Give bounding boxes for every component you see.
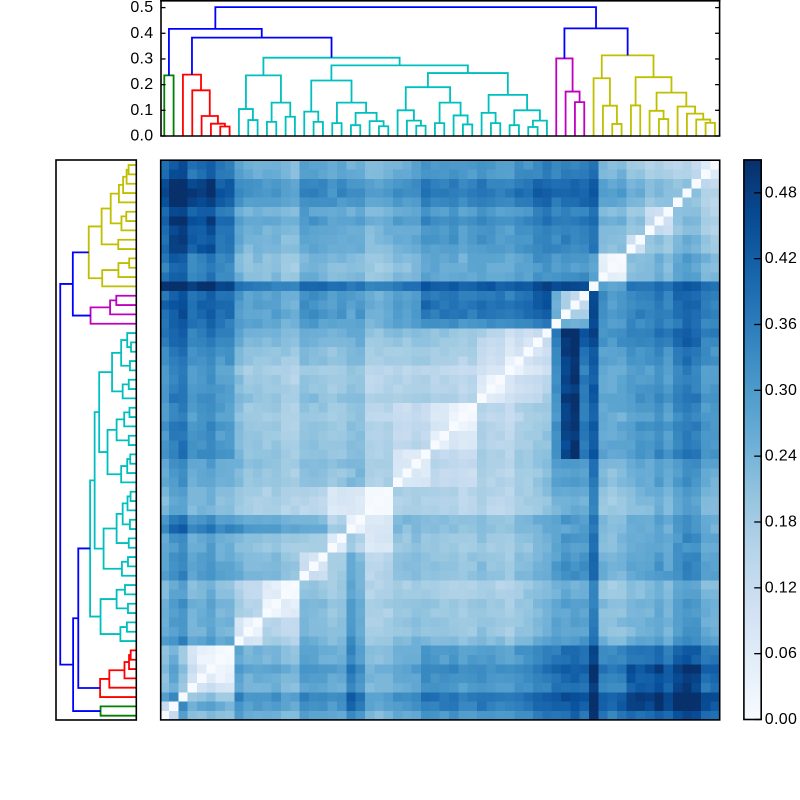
svg-text:0.36: 0.36 (765, 316, 797, 333)
svg-text:0.48: 0.48 (765, 184, 797, 201)
svg-text:0.24: 0.24 (765, 448, 797, 465)
svg-text:0.12: 0.12 (765, 579, 797, 596)
svg-text:0.18: 0.18 (765, 513, 797, 530)
svg-text:0.2: 0.2 (130, 76, 153, 93)
svg-text:0.42: 0.42 (765, 250, 797, 267)
svg-text:0.06: 0.06 (765, 645, 797, 662)
svg-text:0.5: 0.5 (130, 0, 153, 16)
svg-text:0.30: 0.30 (765, 382, 797, 399)
svg-text:0.00: 0.00 (765, 711, 797, 728)
svg-text:0.0: 0.0 (130, 128, 153, 145)
svg-text:0.4: 0.4 (130, 25, 153, 42)
svg-text:0.1: 0.1 (130, 102, 153, 119)
svg-text:0.3: 0.3 (130, 50, 153, 67)
